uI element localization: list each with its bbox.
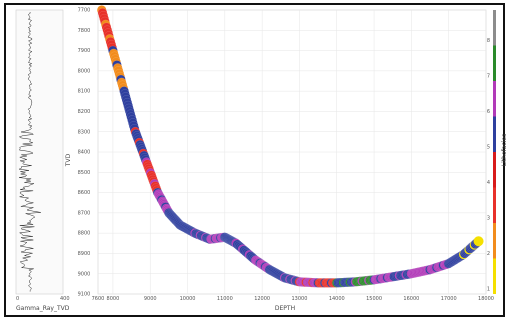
colorbar-segment: [493, 258, 496, 294]
colorbar-tick-label: 7: [487, 73, 490, 79]
colorbar-tick-label: 5: [487, 144, 490, 150]
y-tick-label: 8600: [78, 190, 91, 196]
y-tick-label: 8900: [78, 251, 91, 257]
colorbar-segment: [493, 116, 496, 152]
x-axis-label: DEPTH: [275, 305, 295, 312]
data-point: [473, 236, 484, 247]
y-axis-label: TVD: [65, 153, 72, 167]
y-tick-label: 8200: [78, 109, 91, 115]
x-tick-label: 17000: [441, 296, 457, 302]
x-tick-label: 13000: [292, 296, 308, 302]
colorbar-tick-label: 4: [487, 180, 490, 186]
colorbar-tick-label: 3: [487, 215, 490, 221]
gamma-ray-curve: [18, 11, 41, 292]
x-axis-ticks: 7600 8000 9000 10000 11000 12000 13000 14000 150…: [92, 296, 494, 302]
x-tick-label: 10000: [180, 296, 196, 302]
colorbar-segment: [493, 223, 496, 259]
y-tick-label: 9100: [78, 292, 91, 298]
colorbar-segments: [493, 10, 496, 294]
colorbar-ticks: 1 2 3 4 5 6 7 8: [487, 38, 490, 293]
x-tick-label: 7600: [92, 296, 105, 302]
x-tick-label: 15000: [366, 296, 382, 302]
y-tick-label: 7700: [78, 8, 91, 14]
gamma-ray-track: 0 400 Gamma_Ray_TVD: [15, 9, 70, 312]
colorbar-tick-label: 6: [487, 109, 490, 115]
colorbar-segment: [493, 10, 496, 46]
y-tick-label: 8100: [78, 89, 91, 95]
colorbar-tick-label: 8: [487, 38, 490, 44]
y-axis-ticks: 7700 7800 7900 8000 8100 8200 8300 8400 8500 8600…: [78, 8, 91, 298]
y-tick-label: 8500: [78, 170, 91, 176]
y-tick-label: 8000: [78, 68, 91, 74]
y-tick-label: 7800: [78, 28, 91, 34]
y-tick-label: 8400: [78, 150, 91, 156]
colorbar-label: Lithofacies: [501, 134, 508, 166]
colorbar-segment: [493, 81, 496, 117]
gamma-ray-tick-min: 0: [16, 296, 19, 302]
x-tick-label: 9000: [144, 296, 157, 302]
colorbar: 1 2 3 4 5 6 7 8 Lithofacies: [487, 10, 508, 294]
x-tick-label: 14000: [329, 296, 345, 302]
y-tick-label: 7900: [78, 48, 91, 54]
x-tick-label: 12000: [254, 296, 270, 302]
y-tick-label: 8700: [78, 210, 91, 216]
y-tick-label: 8300: [78, 129, 91, 135]
gamma-ray-track-label: Gamma_Ray_TVD: [16, 305, 70, 312]
x-tick-label: 8000: [107, 296, 120, 302]
y-tick-label: 9000: [78, 271, 91, 277]
gamma-ray-tick-max: 400: [60, 296, 70, 302]
x-tick-label: 11000: [217, 296, 233, 302]
colorbar-tick-label: 1: [487, 286, 490, 292]
colorbar-tick-label: 2: [487, 251, 490, 257]
colorbar-segment: [493, 45, 496, 81]
plot-area: 7600 8000 9000 10000 11000 12000 13000 14000 150…: [65, 5, 494, 312]
x-tick-label: 16000: [403, 296, 419, 302]
colorbar-segment: [493, 152, 496, 188]
gridlines: [97, 9, 487, 295]
data-points: [96, 5, 484, 288]
x-tick-label: 18000: [478, 296, 494, 302]
colorbar-segment: [493, 187, 496, 223]
y-tick-label: 8800: [78, 231, 91, 237]
